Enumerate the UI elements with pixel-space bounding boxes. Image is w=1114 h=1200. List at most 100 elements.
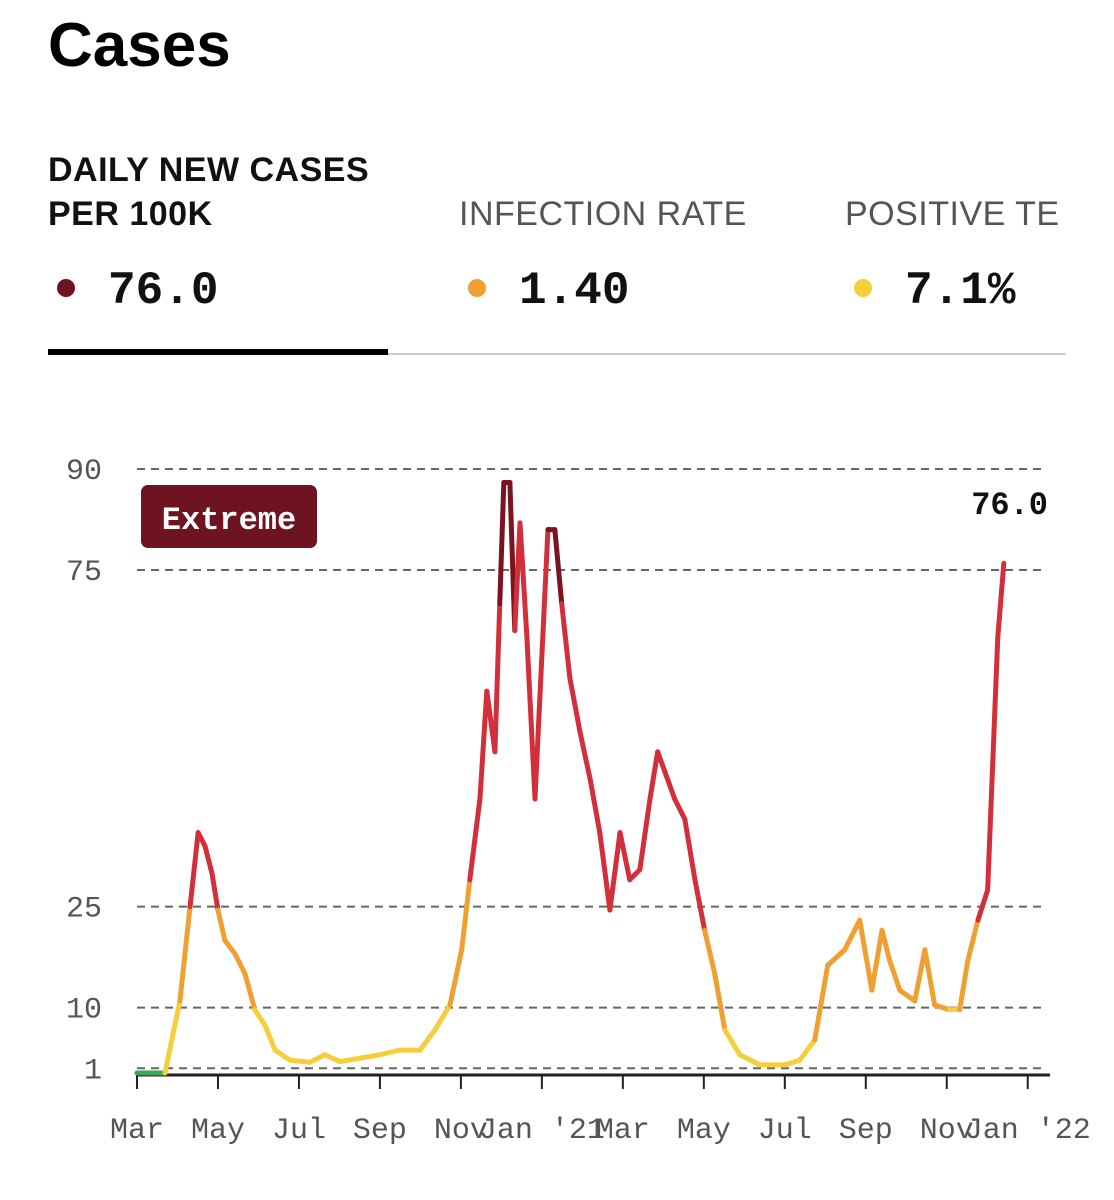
tabs: DAILY NEW CASES PER 100K 76.0 INFECTION RAT…	[48, 151, 1066, 355]
line-segment	[287, 1057, 313, 1065]
x-tick-label: Nov	[920, 1114, 974, 1148]
line-segment	[869, 927, 885, 993]
x-tick-label: Sep	[839, 1114, 893, 1148]
line-segment	[567, 675, 583, 735]
x-tick-label: May	[191, 1114, 245, 1148]
line-segment	[825, 947, 848, 968]
line-segment	[597, 830, 613, 913]
line-segment	[797, 1037, 818, 1063]
line-segment	[537, 527, 551, 701]
line-segment	[637, 796, 653, 873]
tab-value: 1.40	[519, 265, 629, 317]
line-segment	[587, 776, 603, 836]
title: Cases	[48, 11, 231, 80]
line-segment	[559, 601, 573, 681]
line-segment	[307, 1052, 328, 1065]
x-tick-label: Jul	[758, 1114, 812, 1148]
y-tick-label: 25	[66, 893, 102, 927]
line-segment	[842, 917, 863, 953]
line-segment	[232, 951, 248, 977]
tab-value: 7.1%	[905, 265, 1016, 317]
x-tick-label: Mar	[596, 1114, 650, 1148]
line-segment	[195, 830, 208, 849]
badge-text: Extreme	[162, 502, 296, 539]
active-underline	[48, 349, 388, 355]
x-tick-label: Sep	[353, 1114, 407, 1148]
line-segment	[337, 1055, 363, 1065]
line-segment	[459, 877, 473, 953]
line-segment	[209, 870, 221, 913]
x-tick-label: Mar	[110, 1114, 164, 1148]
y-tick-label: 90	[66, 455, 102, 489]
y-tick-label: 75	[66, 556, 102, 590]
line-segment	[879, 927, 893, 964]
line-segment	[912, 947, 928, 1004]
line-segment	[357, 1052, 383, 1061]
line-segment	[322, 1052, 343, 1065]
line-segment	[417, 1027, 438, 1053]
line-segment	[215, 907, 228, 943]
line-segment	[617, 830, 633, 883]
tab-label: INFECTION RATE	[459, 195, 747, 233]
line-segment	[990, 634, 1001, 762]
line-segment	[377, 1047, 403, 1058]
tab[interactable]: POSITIVE TE 7.1%	[845, 195, 1060, 317]
line-segment	[782, 1057, 803, 1068]
line-segment	[957, 958, 971, 1013]
line-segment	[712, 971, 728, 1033]
line-segment	[692, 877, 708, 933]
line-segment	[492, 601, 503, 755]
badge-box	[141, 485, 317, 548]
tab-dot	[854, 279, 872, 297]
x-tick-label: May	[677, 1114, 731, 1148]
line-segment	[162, 998, 183, 1076]
x-tick-label: Jan '22	[965, 1114, 1091, 1148]
line-segment	[857, 917, 875, 993]
tab-label: PER 100K	[48, 195, 213, 233]
line-segment	[702, 927, 718, 977]
line-segment	[532, 695, 543, 802]
tab[interactable]: DAILY NEW CASES PER 100K 76.0	[48, 151, 369, 317]
line-segment	[995, 560, 1007, 640]
line-segment	[975, 887, 991, 923]
line-segment	[524, 634, 538, 802]
tab-value: 76.0	[108, 265, 218, 317]
line-segment	[432, 1002, 453, 1033]
line-segment	[932, 1002, 953, 1013]
line-segment	[722, 1027, 743, 1058]
line-segment	[552, 527, 565, 607]
line-segment	[887, 958, 903, 993]
line-segment	[187, 830, 201, 910]
line-segment	[737, 1052, 763, 1068]
line-segment	[577, 729, 593, 782]
tab[interactable]: INFECTION RATE 1.40	[459, 195, 747, 317]
line-segment	[222, 937, 238, 957]
line-segment	[607, 830, 623, 913]
y-tick-label: 10	[66, 994, 102, 1028]
line-segment	[655, 749, 668, 775]
line-segment	[672, 796, 688, 822]
line-segment	[447, 947, 465, 1008]
line-segment	[202, 843, 215, 876]
y-tick-label: 1	[84, 1054, 102, 1088]
line-segment	[897, 987, 918, 1004]
line-segment	[477, 688, 490, 802]
line-segment	[177, 904, 193, 1004]
x-tick-label: Jan '21	[479, 1114, 605, 1148]
line-segment	[682, 816, 698, 883]
x-tick-label: Jul	[272, 1114, 326, 1148]
line-segment	[252, 1007, 268, 1028]
line-segment	[985, 756, 996, 893]
level-badge: Extreme	[141, 485, 317, 548]
line-segment	[497, 479, 507, 607]
line-segment	[242, 971, 258, 1013]
tab-dot	[57, 279, 75, 297]
line-segment	[812, 962, 831, 1043]
last-value-label: 76.0	[971, 487, 1048, 524]
line-segment	[517, 520, 530, 640]
line-segment	[965, 917, 981, 964]
tab-dot	[468, 279, 486, 297]
